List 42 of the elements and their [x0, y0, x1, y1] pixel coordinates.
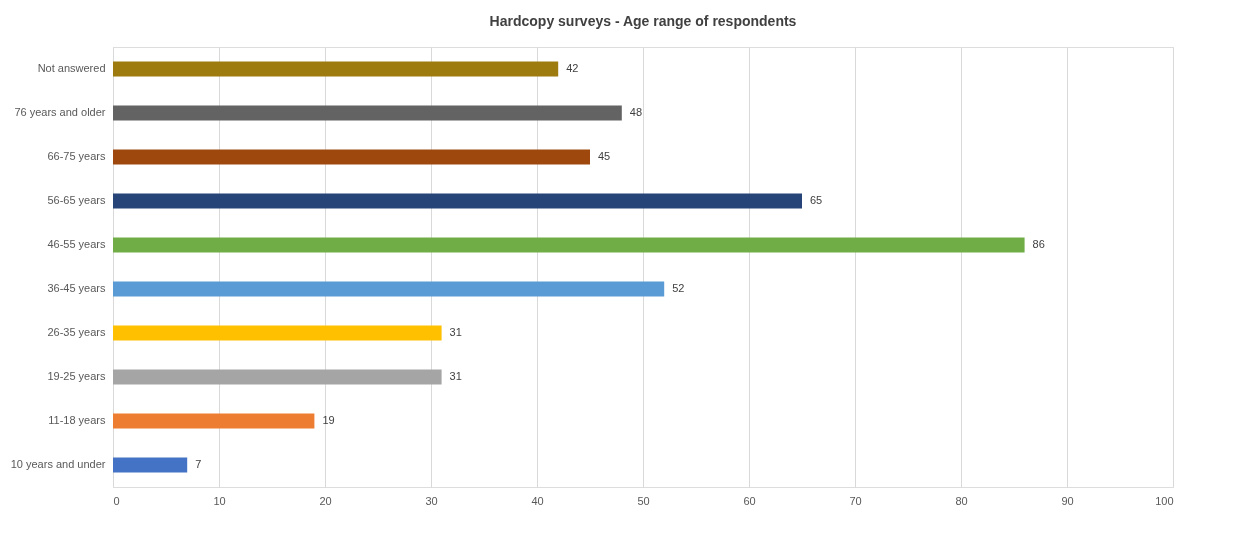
- data-label: 42: [566, 62, 579, 74]
- y-tick-label: 10 years and under: [10, 458, 106, 470]
- x-tick-label: 20: [319, 494, 332, 507]
- data-label: 86: [1032, 238, 1045, 250]
- bar: [113, 61, 559, 77]
- x-tick-label: 60: [743, 494, 756, 507]
- data-label: 31: [449, 326, 462, 338]
- chart-title: Hardcopy surveys - Age range of respondents: [489, 13, 797, 29]
- y-tick-label: 36-45 years: [47, 282, 106, 294]
- x-tick-label: 100: [1155, 494, 1174, 507]
- x-tick-label: 90: [1061, 494, 1074, 507]
- y-tick-label: 56-65 years: [47, 194, 106, 206]
- data-label: 48: [629, 106, 643, 118]
- x-tick-label: 80: [955, 494, 968, 507]
- x-tick-label: 50: [637, 494, 650, 507]
- bar: [113, 105, 622, 121]
- bar: [113, 413, 315, 429]
- data-label: 52: [672, 282, 685, 294]
- y-tick-label: 19-25 years: [47, 370, 106, 382]
- bar: [113, 193, 802, 209]
- x-tick-label: 0: [113, 494, 120, 507]
- y-tick-label: 26-35 years: [47, 326, 106, 338]
- x-tick-label: 70: [849, 494, 862, 507]
- y-tick-label: 66-75 years: [47, 150, 106, 162]
- y-tick-label: 76 years and older: [14, 106, 106, 118]
- data-label: 31: [449, 370, 462, 382]
- data-label: 7: [195, 458, 202, 470]
- x-tick-label: 10: [213, 494, 226, 507]
- bar: [113, 237, 1025, 253]
- data-label: 45: [598, 150, 611, 162]
- bar: [113, 281, 665, 297]
- x-tick-label: 30: [425, 494, 438, 507]
- y-tick-label: Not answered: [37, 62, 106, 74]
- data-label: 19: [322, 414, 335, 426]
- bar: [113, 369, 442, 385]
- bar: [113, 149, 590, 165]
- y-tick-label: 46-55 years: [47, 238, 106, 250]
- data-label: 65: [810, 194, 823, 206]
- y-tick-label: 11-18 years: [48, 414, 106, 426]
- x-tick-label: 40: [531, 494, 544, 507]
- bar: [113, 325, 442, 341]
- bar: [113, 457, 188, 473]
